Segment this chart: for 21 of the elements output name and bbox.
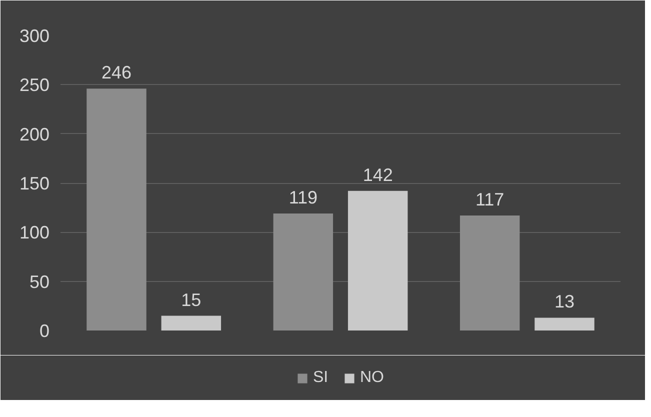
legend-label: NO bbox=[360, 368, 384, 386]
data-label: 246 bbox=[101, 62, 132, 83]
y-tick-label: 50 bbox=[29, 272, 50, 292]
data-label: 119 bbox=[288, 187, 318, 208]
y-tick-label: 100 bbox=[19, 222, 50, 243]
bar bbox=[273, 213, 334, 330]
y-tick-label: 300 bbox=[19, 26, 50, 46]
bar bbox=[460, 215, 520, 330]
bar bbox=[534, 318, 594, 330]
legend-label: SI bbox=[313, 368, 330, 386]
data-label: 13 bbox=[554, 292, 575, 312]
bar bbox=[348, 190, 408, 330]
bar bbox=[86, 88, 146, 330]
y-tick-label: 200 bbox=[19, 124, 50, 144]
data-label: 142 bbox=[362, 164, 393, 185]
data-label: 117 bbox=[475, 189, 504, 210]
y-tick-label: 250 bbox=[19, 75, 50, 96]
bar bbox=[161, 316, 222, 330]
y-tick-label: 150 bbox=[19, 174, 50, 194]
y-tick-label: 0 bbox=[39, 321, 50, 341]
data-label: 15 bbox=[181, 290, 202, 310]
